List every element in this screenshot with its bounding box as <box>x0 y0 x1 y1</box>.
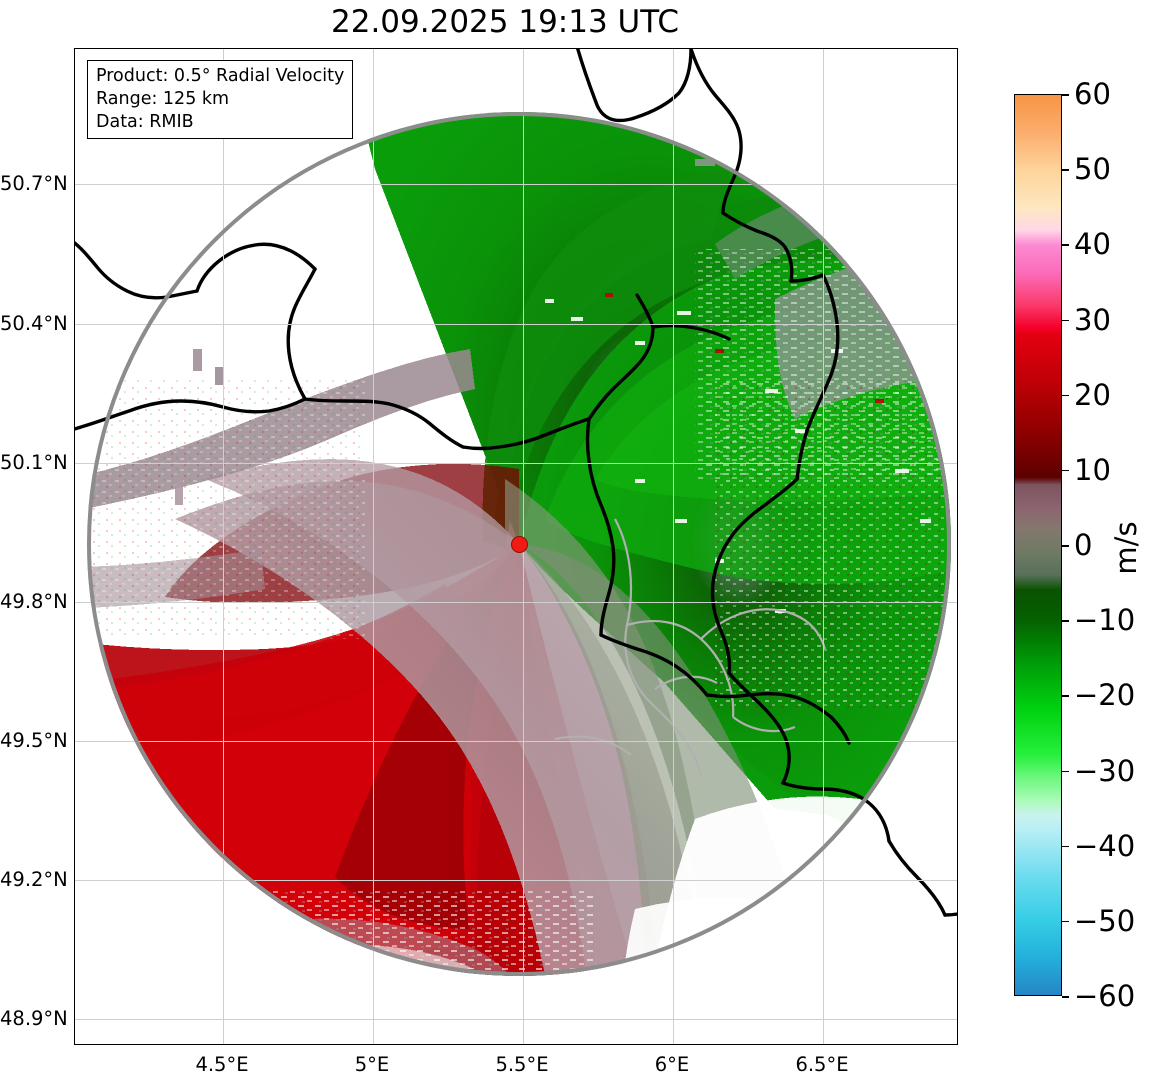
cbtick-neg40 <box>1062 845 1069 848</box>
xtick-6.5 <box>823 1044 824 1045</box>
colorbar-unit-label: m/s <box>1109 521 1143 575</box>
cblabel-neg40: −40 <box>1074 828 1136 863</box>
radar-site-marker[interactable] <box>511 536 528 553</box>
cblabel-40: 40 <box>1074 227 1111 262</box>
range-ring-125km <box>87 112 951 976</box>
cbtick-neg60 <box>1062 996 1069 998</box>
cblabel-neg50: −50 <box>1074 903 1136 938</box>
cbtick-neg10 <box>1062 620 1069 622</box>
cblabel-neg10: −10 <box>1074 603 1136 638</box>
xtick-6.0 <box>673 1044 674 1045</box>
xtick-label-6.0: 6°E <box>654 1053 690 1076</box>
cblabel-10: 10 <box>1074 452 1111 487</box>
cbtick-neg20 <box>1062 695 1069 697</box>
colorbar-gradient <box>1014 94 1062 996</box>
info-product: Product: 0.5° Radial Velocity <box>96 66 345 86</box>
info-range: Range: 125 km <box>96 88 230 109</box>
ytick-49.2 <box>74 880 75 881</box>
ytick-50.4 <box>74 324 75 325</box>
cbtick-50 <box>1062 169 1069 171</box>
cblabel-0: 0 <box>1074 528 1093 562</box>
cbtick-10 <box>1062 469 1069 472</box>
cbtick-neg50 <box>1062 920 1069 923</box>
xtick-5.5 <box>523 1044 524 1045</box>
ytick-label-49.5: 49.5°N <box>0 729 68 752</box>
cbtick-0 <box>1062 545 1069 547</box>
xtick-4.5 <box>223 1044 224 1045</box>
ytick-label-50.4: 50.4°N <box>0 312 68 335</box>
page-title: 22.09.2025 19:13 UTC <box>331 4 679 40</box>
ytick-49.5 <box>74 741 75 742</box>
cblabel-20: 20 <box>1074 377 1111 412</box>
xtick-label-5.5: 5.5°E <box>495 1053 549 1076</box>
ytick-label-48.9: 48.9°N <box>0 1007 68 1030</box>
cblabel-neg60: −60 <box>1074 979 1136 1013</box>
xtick-label-6.5: 6.5°E <box>795 1053 849 1076</box>
info-box: Product: 0.5° Radial Velocity Range: 125… <box>87 60 354 140</box>
ytick-49.8 <box>74 602 75 603</box>
cbtick-30 <box>1062 319 1069 322</box>
ytick-label-49.8: 49.8°N <box>0 590 68 613</box>
plot-clip: Product: 0.5° Radial Velocity Range: 125… <box>75 49 957 1044</box>
ytick-label-50.7: 50.7°N <box>0 172 68 195</box>
info-data: Data: RMIB <box>96 111 194 132</box>
radar-plot[interactable]: Product: 0.5° Radial Velocity Range: 125… <box>74 48 958 1045</box>
ytick-50.1 <box>74 463 75 464</box>
cblabel-neg20: −20 <box>1074 678 1136 713</box>
cbtick-20 <box>1062 394 1069 397</box>
cblabel-50: 50 <box>1074 152 1111 187</box>
cblabel-neg30: −30 <box>1074 753 1136 788</box>
ytick-label-50.1: 50.1°N <box>0 451 68 474</box>
xtick-label-5.0: 5°E <box>354 1053 390 1076</box>
cbtick-neg30 <box>1062 770 1069 773</box>
ytick-48.9 <box>74 1019 75 1020</box>
cbtick-40 <box>1062 244 1069 246</box>
cblabel-60: 60 <box>1074 77 1111 111</box>
ytick-label-49.2: 49.2°N <box>0 868 68 891</box>
xtick-5.0 <box>373 1044 374 1045</box>
cblabel-30: 30 <box>1074 302 1111 337</box>
xtick-label-4.5: 4.5°E <box>195 1053 249 1076</box>
ytick-50.7 <box>74 184 75 185</box>
cbtick-60 <box>1062 94 1069 96</box>
colorbar[interactable]: 60 50 40 30 20 10 0 −10 −20 −30 −40 −50 … <box>1014 77 1135 1013</box>
gridline-lat-48.9 <box>75 1019 957 1020</box>
